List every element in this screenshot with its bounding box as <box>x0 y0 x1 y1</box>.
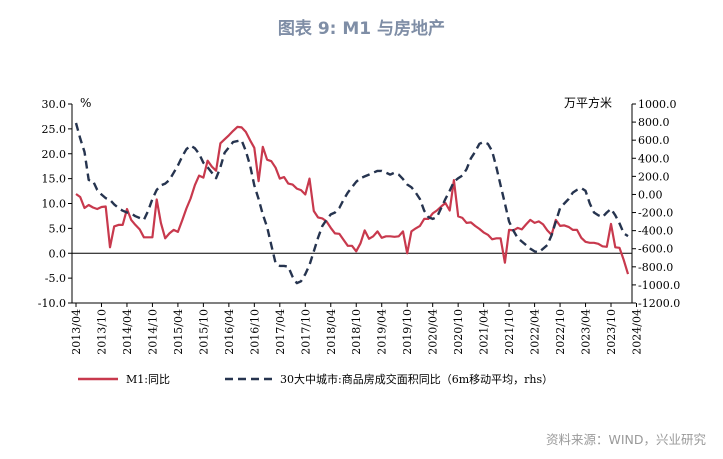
right-tick-label: 200.0 <box>638 170 670 183</box>
left-tick-label: 30.0 <box>42 98 67 111</box>
left-tick-label: 5.0 <box>49 222 67 235</box>
x-tick-label: 2020/10 <box>452 309 465 355</box>
right-tick-label: -200.0 <box>638 207 673 220</box>
left-tick-label: 20.0 <box>42 148 67 161</box>
left-axis-unit: % <box>80 96 91 110</box>
x-tick-label: 2014/10 <box>146 309 159 355</box>
x-tick-label: 2015/10 <box>197 309 210 355</box>
legend-label-housing: 30大中城市:商品房成交面积同比（6m移动平均，rhs） <box>280 372 553 386</box>
x-tick-label: 2013/10 <box>95 309 108 355</box>
right-tick-label: 0.00 <box>638 188 663 201</box>
series-line-m1-yoy <box>75 125 630 275</box>
x-tick-label: 2020/04 <box>427 309 440 355</box>
axes: -10.0 -5.0 0.0 5.0 10.0 15.0 20.0 25.0 30.0 -1200… <box>38 98 680 355</box>
legend-label-m1: M1:同比 <box>126 373 170 386</box>
x-tick-label: 2022/10 <box>554 309 567 355</box>
right-axis-unit: 万平方米 <box>564 95 612 110</box>
series-layer <box>74 122 630 285</box>
x-tick-label: 2024/04 <box>630 309 643 355</box>
x-tick-label: 2014/04 <box>121 309 134 355</box>
right-tick-label: 400.0 <box>638 152 670 165</box>
right-tick-label: -400.0 <box>638 225 673 238</box>
x-tick-label: 2018/04 <box>325 309 338 355</box>
left-tick-label: 10.0 <box>42 198 67 211</box>
x-tick-label: 2017/04 <box>274 309 287 355</box>
x-tick-label: 2018/10 <box>350 309 363 355</box>
left-tick-label: 25.0 <box>42 123 67 136</box>
x-tick-label: 2015/04 <box>172 309 185 355</box>
right-tick-label: -600.0 <box>638 243 673 256</box>
right-tick-label: -1000.0 <box>638 279 680 292</box>
source-note: 资料来源：WIND，兴业研究 <box>545 432 706 447</box>
x-tick-label: 2019/04 <box>376 309 389 355</box>
x-tick-label: 2023/04 <box>580 309 593 355</box>
left-tick-label: -5.0 <box>45 272 66 285</box>
right-tick-label: 600.0 <box>638 134 670 147</box>
series-line-housing-sales-yoy <box>74 122 629 285</box>
right-tick-label: 800.0 <box>638 116 670 129</box>
chart-title: 图表 9: M1 与房地产 <box>277 19 446 39</box>
x-tick-label: 2019/10 <box>401 309 414 355</box>
x-tick-label: 2017/10 <box>299 309 312 355</box>
x-tick-label: 2021/04 <box>478 309 491 355</box>
x-tick-label: 2022/04 <box>529 309 542 355</box>
x-tick-label: 2016/10 <box>248 309 261 355</box>
right-tick-label: -1200.0 <box>638 297 680 310</box>
left-tick-label: 15.0 <box>42 173 67 186</box>
right-tick-label: -800.0 <box>638 261 673 274</box>
x-tick-label: 2023/10 <box>605 309 618 355</box>
legend: M1:同比 30大中城市:商品房成交面积同比（6m移动平均，rhs） <box>78 372 553 386</box>
x-tick-label: 2013/04 <box>70 309 83 355</box>
x-tick-label: 2016/04 <box>223 309 236 355</box>
left-tick-label: 0.0 <box>49 247 67 260</box>
right-tick-label: 1000.0 <box>638 98 677 111</box>
x-tick-label: 2021/10 <box>503 309 516 355</box>
left-tick-label: -10.0 <box>38 297 66 310</box>
